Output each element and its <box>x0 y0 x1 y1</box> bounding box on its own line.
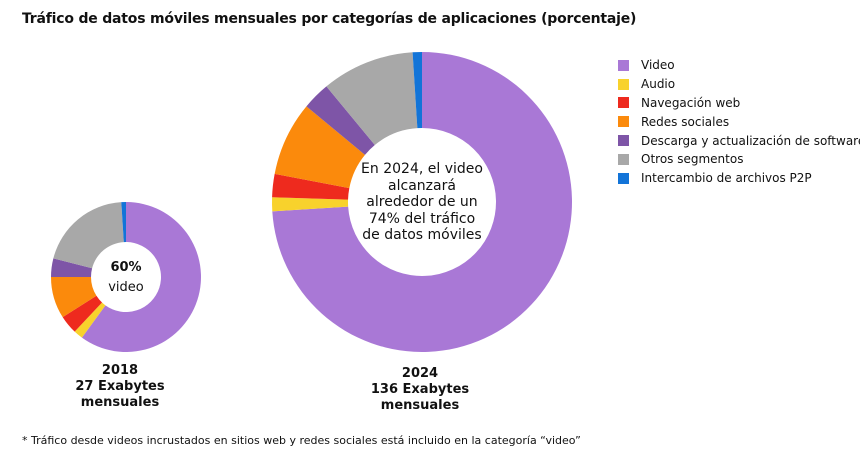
legend-item-software-download: Descarga y actualización de software <box>618 131 860 150</box>
slice-2024-software-download <box>306 86 375 155</box>
donut-2018-caption: 2018 27 Exabytes mensuales <box>55 363 185 411</box>
slice-2024-social-networks <box>274 106 365 189</box>
legend-label-social-networks: Redes sociales <box>641 114 730 129</box>
legend-item-p2p: Intercambio de archivos P2P <box>618 169 860 188</box>
legend-item-video: Video <box>618 56 860 75</box>
donut-2018-caption-volume: 27 Exabytes <box>75 379 165 394</box>
legend-label-software-download: Descarga y actualización de software <box>641 133 860 148</box>
donut-2024-center-line-5: de datos móviles <box>362 227 482 243</box>
legend-item-audio: Audio <box>618 75 860 94</box>
slice-2018-software-download <box>51 258 93 277</box>
donut-2024-caption-unit: mensuales <box>380 398 460 413</box>
donut-2024-center-line-4: 74% del tráfico <box>368 210 476 227</box>
slice-2018-p2p <box>121 202 126 243</box>
legend-label-video: Video <box>641 58 675 73</box>
donut-2024-center-line-2: alcanzará <box>388 177 456 194</box>
donut-2018-center-value: 60% <box>110 260 142 275</box>
legend-label-p2p: Intercambio de archivos P2P <box>641 171 812 186</box>
donut-2024-caption-volume: 136 Exabytes <box>370 382 470 397</box>
legend-label-audio: Audio <box>641 77 676 92</box>
legend-swatch-p2p <box>618 172 629 184</box>
donut-2024-caption: 2024 136 Exabytes mensuales <box>350 366 490 414</box>
legend-swatch-web-browsing <box>618 97 629 109</box>
slice-2018-web-browsing <box>62 295 103 332</box>
legend: Video Audio Navegación web Redes sociale… <box>618 56 860 188</box>
donut-2024-center: En 2024, el video alcanzará alrededor de… <box>352 161 492 244</box>
slice-2024-other-segments <box>326 52 418 145</box>
slice-2018-video <box>81 202 201 352</box>
legend-item-other-segments: Otros segmentos <box>618 150 860 169</box>
slice-2024-web-browsing <box>272 173 350 200</box>
slice-2018-other-segments <box>53 202 124 269</box>
donut-2024-center-line-1: En 2024, el video <box>361 161 483 177</box>
chart-title: Tráfico de datos móviles mensuales por c… <box>22 11 637 27</box>
donut-2018-center: 60% video <box>86 258 166 298</box>
legend-swatch-other-segments <box>618 153 629 165</box>
slice-2024-video <box>272 52 573 352</box>
donut-2024-center-line-3: alrededor de un <box>366 194 478 210</box>
slice-2024-audio <box>272 197 349 212</box>
donut-2018-caption-unit: mensuales <box>80 395 160 410</box>
donut-2018-center-label: video <box>108 280 144 295</box>
legend-label-other-segments: Otros segmentos <box>641 152 744 167</box>
footnote: * Tráfico desde videos incrustados en si… <box>22 434 581 447</box>
donut-2024-caption-year: 2024 <box>401 366 439 381</box>
legend-item-web-browsing: Navegación web <box>618 94 860 113</box>
donut-2018-caption-year: 2018 <box>101 363 139 378</box>
slice-2024-p2p <box>412 52 422 129</box>
legend-item-social-networks: Redes sociales <box>618 112 860 131</box>
legend-label-web-browsing: Navegación web <box>641 95 741 110</box>
legend-swatch-software-download <box>618 135 629 147</box>
legend-swatch-video <box>618 59 629 71</box>
slice-2018-audio <box>74 302 106 338</box>
legend-swatch-audio <box>618 78 629 90</box>
legend-swatch-social-networks <box>618 116 629 128</box>
slice-2018-social-networks <box>51 277 97 318</box>
